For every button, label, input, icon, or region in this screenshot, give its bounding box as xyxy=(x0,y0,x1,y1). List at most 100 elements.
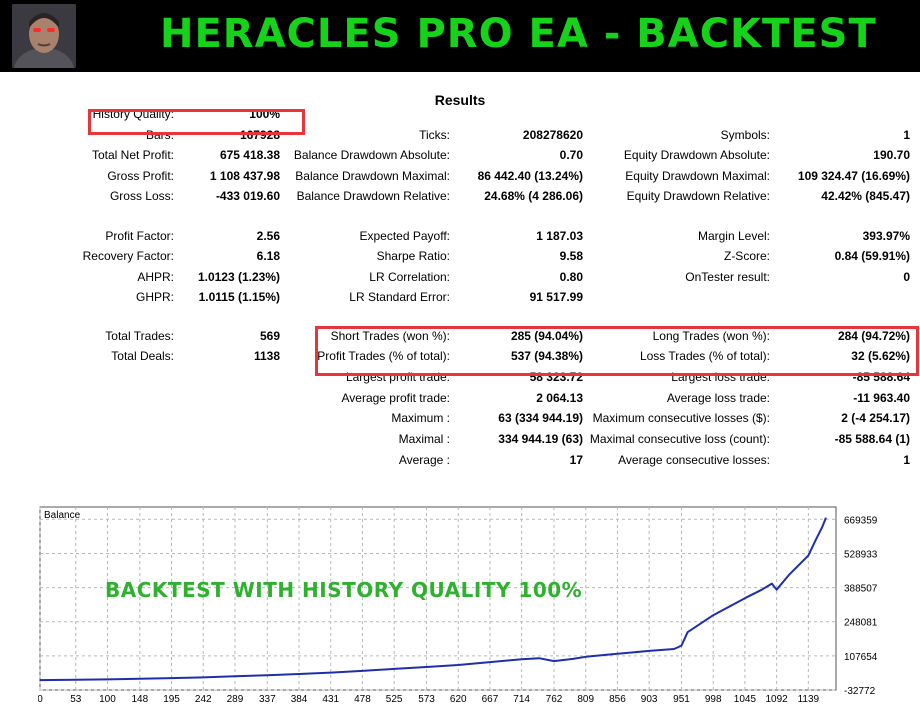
x-tick-label: 667 xyxy=(482,694,499,705)
balance-point xyxy=(234,675,236,677)
balance-point xyxy=(521,658,523,660)
y-tick-label: 388507 xyxy=(844,584,878,595)
x-tick-label: 856 xyxy=(609,694,626,705)
result-value: 675 418.38 xyxy=(219,148,280,162)
result-label: Bars: xyxy=(145,128,174,142)
balance-point xyxy=(815,539,817,541)
result-value: 569 xyxy=(259,329,280,343)
x-tick-label: 478 xyxy=(354,694,371,705)
balance-point xyxy=(75,679,77,681)
result-value: 208278620 xyxy=(522,128,583,142)
result-label: LR Standard Error: xyxy=(349,290,450,304)
result-value: 86 442.40 (13.24%) xyxy=(477,169,583,183)
balance-point xyxy=(788,574,790,576)
result-label: Maximum consecutive losses ($): xyxy=(592,411,770,425)
balance-point xyxy=(330,671,332,674)
result-value: 284 (94.72%) xyxy=(837,329,910,343)
result-label: Expected Payoff: xyxy=(359,229,450,243)
result-value: 285 (94.04%) xyxy=(510,329,583,343)
result-label: Average profit trade: xyxy=(341,391,450,405)
balance-chart-svg: Balance 0 53 100 148 195 242 289 337 384 431 478 525… xyxy=(37,506,878,705)
result-label: Maximal consecutive loss (count): xyxy=(589,432,770,446)
result-label: AHPR: xyxy=(137,270,174,284)
balance-point xyxy=(489,661,491,663)
header-bar: HERACLES PRO EA - BACKTEST xyxy=(0,0,920,72)
result-label: Profit Factor: xyxy=(105,229,174,243)
balance-point xyxy=(425,666,428,668)
balance-point xyxy=(170,677,173,679)
result-value: 393.97% xyxy=(862,229,910,243)
result-value: 0.70 xyxy=(559,148,583,162)
balance-point xyxy=(393,668,395,670)
x-tick-label: 903 xyxy=(641,694,658,705)
balance-point xyxy=(771,582,773,585)
result-value: 2 064.13 xyxy=(536,391,583,405)
result-value: 0.84 (59.91%) xyxy=(834,249,910,263)
results-title: Results xyxy=(434,92,486,108)
x-tick-label: 951 xyxy=(673,694,690,705)
result-label: OnTester result: xyxy=(685,270,770,284)
x-tick-label: 1139 xyxy=(798,694,820,705)
result-label: Total Trades: xyxy=(105,329,174,343)
y-tick-label: 669359 xyxy=(844,515,878,526)
balance-point xyxy=(761,589,763,591)
balance-point xyxy=(39,679,41,681)
result-label: Equity Drawdown Maximal: xyxy=(625,169,770,183)
page-title: HERACLES PRO EA - BACKTEST xyxy=(160,11,877,57)
result-value: 0 xyxy=(903,270,910,284)
balance-point xyxy=(585,656,587,658)
result-label: Profit Trades (% of total): xyxy=(317,349,450,363)
result-label: Balance Drawdown Absolute: xyxy=(293,148,450,162)
result-label: Margin Level: xyxy=(697,229,770,243)
x-tick-label: 1092 xyxy=(766,694,789,705)
x-tick-label: 100 xyxy=(99,694,116,705)
balance-point xyxy=(266,674,268,676)
balance-point xyxy=(553,660,555,662)
y-tick-label: -32772 xyxy=(844,686,876,697)
result-label: Total Deals: xyxy=(111,349,174,363)
result-value: 537 (94.38%) xyxy=(510,349,583,363)
x-tick-label: 242 xyxy=(195,694,212,705)
result-label: Gross Loss: xyxy=(109,189,174,203)
result-label: Gross Profit: xyxy=(107,169,174,183)
balance-point xyxy=(744,597,746,599)
balance-point xyxy=(361,670,364,672)
result-value: 6.18 xyxy=(256,249,280,263)
result-value: -11 963.40 xyxy=(853,391,910,405)
balance-point xyxy=(673,648,675,650)
result-value: 91 517.99 xyxy=(529,290,583,304)
result-value: 9.58 xyxy=(559,249,583,263)
result-value: 334 944.19 (63) xyxy=(498,432,583,446)
x-tick-label: 384 xyxy=(291,694,308,705)
result-label: Average : xyxy=(398,453,450,467)
result-value: 2.56 xyxy=(256,229,280,243)
result-value: 1.0115 (1.15%) xyxy=(198,290,280,304)
balance-point xyxy=(821,525,824,528)
balance-chart: Balance 0 53 100 148 195 242 289 337 384 431 478 525… xyxy=(37,505,920,720)
balance-point xyxy=(538,657,540,659)
balance-point xyxy=(298,673,300,675)
balance-point xyxy=(106,678,109,680)
result-label: Z-Score: xyxy=(723,249,770,263)
x-tick-label: 620 xyxy=(450,694,467,705)
overlay-caption: BACKTEST WITH HISTORY QUALITY 100% xyxy=(105,578,583,602)
y-tick-label: 528933 xyxy=(844,549,878,560)
result-value: 63 (334 944.19) xyxy=(498,411,583,425)
balance-point xyxy=(712,614,714,616)
result-label: Long Trades (won %): xyxy=(652,329,770,343)
result-label: Balance Drawdown Maximal: xyxy=(295,169,450,183)
result-value: 190.70 xyxy=(873,148,910,162)
result-label: Sharpe Ratio: xyxy=(376,249,450,263)
balance-point xyxy=(807,555,809,557)
balance-point xyxy=(139,678,141,680)
balance-point xyxy=(648,650,650,652)
trades-highlight xyxy=(315,326,919,376)
robot-avatar-icon xyxy=(12,4,76,68)
x-tick-label: 762 xyxy=(546,694,563,705)
result-value: 42.42% (845.47) xyxy=(821,189,910,203)
x-tick-label: 337 xyxy=(259,694,276,705)
balance-point xyxy=(686,631,689,633)
plot-area xyxy=(39,506,837,691)
result-value: 24.68% (4 286.06) xyxy=(484,189,583,203)
x-tick-label: 195 xyxy=(163,694,180,705)
